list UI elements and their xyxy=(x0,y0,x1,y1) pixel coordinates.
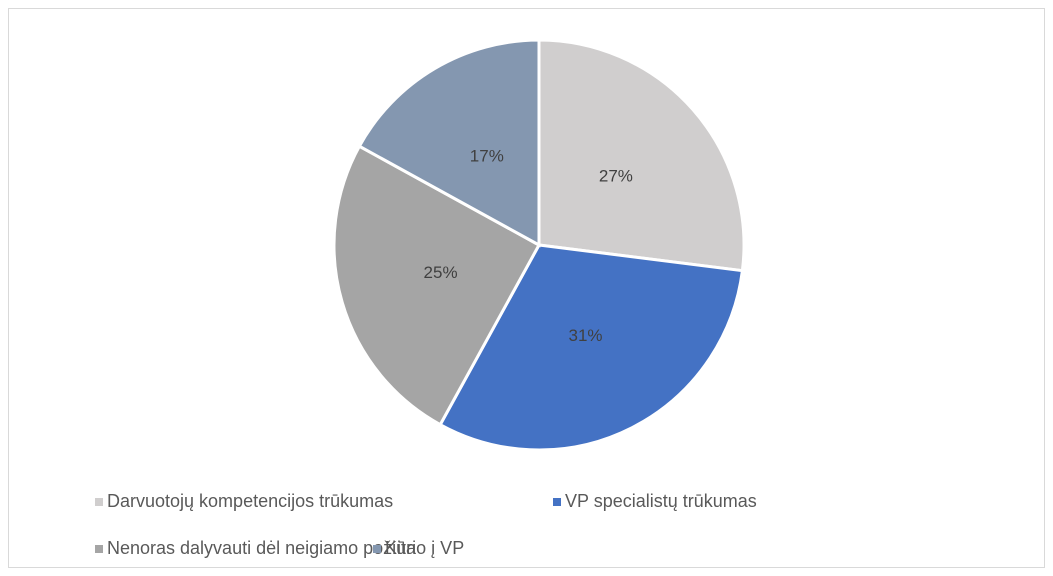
pie-slice xyxy=(438,243,745,452)
legend-label: Kita xyxy=(385,538,417,558)
pie-slice xyxy=(332,144,542,427)
data-label: 27% xyxy=(599,167,633,186)
legend-swatch xyxy=(95,498,103,506)
pie-slice xyxy=(357,38,541,248)
legend-label: Darvuotojų kompetencijos trūkumas xyxy=(107,491,393,511)
legend-swatch xyxy=(553,498,561,506)
legend-swatch xyxy=(95,545,103,553)
data-label: 25% xyxy=(424,263,458,282)
data-label: 31% xyxy=(569,326,603,345)
pie-slice xyxy=(537,38,746,273)
legend-label: VP specialistų trūkumas xyxy=(565,491,757,511)
data-label: 17% xyxy=(470,146,504,165)
legend-swatch xyxy=(373,545,381,553)
